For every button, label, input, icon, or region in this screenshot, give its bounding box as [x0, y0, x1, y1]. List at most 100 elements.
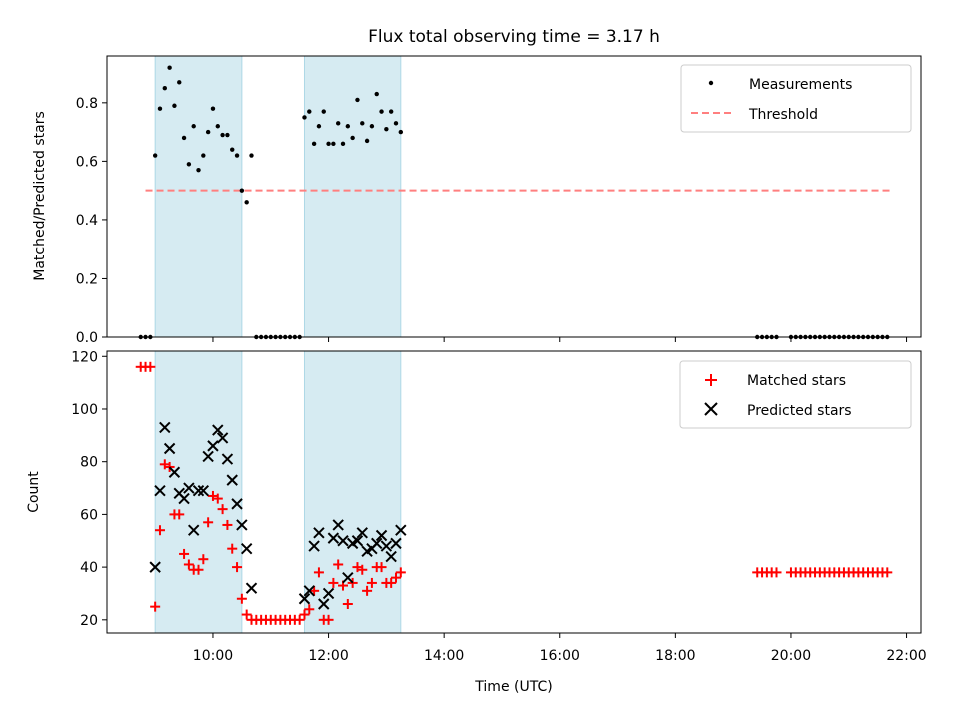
x-tick-label: 10:00 [193, 648, 233, 664]
measurement-point [152, 153, 158, 158]
bottom-panel: 20 40 60 80 100 120 10:00 12:00 14:00 16:00 18:00… [26, 349, 927, 695]
measurement-point [379, 109, 384, 114]
predicted-star-point [342, 571, 354, 584]
matched-star-point [183, 559, 194, 570]
measurement-point [172, 103, 177, 108]
x-tick-label: 20:00 [771, 648, 811, 664]
bottom-y-axis-label: Count [26, 471, 42, 513]
predicted-star-point [221, 453, 234, 465]
predicted-star-point [332, 519, 344, 531]
measurement-point [398, 129, 404, 135]
measurement-point [167, 65, 172, 70]
matched-star-point [771, 567, 782, 578]
bottom-y-tick-label: 60 [80, 507, 98, 523]
measurement-point [196, 167, 201, 173]
predicted-star-point [231, 498, 243, 510]
measurement-point [234, 153, 240, 158]
matched-star-point [294, 614, 305, 625]
predicted-star-point [240, 542, 253, 555]
measurement-point [393, 121, 399, 126]
x-axis-label: Time (UTC) [474, 679, 552, 695]
measurement-point [316, 124, 322, 129]
predicted-star-point [313, 527, 325, 539]
measurement-point [335, 121, 341, 126]
predicted-star-point [236, 519, 248, 531]
matched-star-point [342, 599, 353, 610]
matched-star-point [390, 572, 401, 583]
measurement-point [201, 153, 206, 158]
chart-title: Flux total observing time = 3.17 h [368, 27, 660, 47]
predicted-star-point [163, 442, 176, 455]
matched-star-point [366, 577, 377, 588]
measurement-point [191, 124, 196, 129]
matched-star-point [193, 564, 204, 575]
matched-star-point [323, 614, 334, 625]
matched-star-point [212, 493, 223, 504]
matched-star-point [882, 567, 893, 578]
predicted-star-point [395, 524, 407, 536]
predicted-star-point [226, 474, 238, 486]
predicted-star-point [337, 535, 349, 547]
predicted-star-point [202, 450, 214, 463]
bottom-y-tick-label: 100 [71, 402, 98, 418]
predicted-star-point [303, 585, 316, 597]
top-y-axis-label: Matched/Predicted stars [32, 111, 48, 281]
measurement-point [230, 147, 235, 152]
predicted-star-point [216, 432, 229, 444]
predicted-star-point [351, 535, 364, 547]
measurement-point [321, 109, 326, 114]
bottom-y-tick-label: 80 [80, 455, 98, 471]
measurement-point [384, 126, 389, 132]
top-y-tick-label: 0.2 [76, 271, 98, 287]
matched-star-point [386, 577, 397, 588]
legend-predicted-label: Predicted stars [747, 403, 852, 419]
legend-threshold-label: Threshold [748, 107, 818, 123]
top-y-tick-label: 0.0 [76, 330, 98, 346]
predicted-star-point [308, 540, 320, 552]
measurement-point [181, 135, 187, 141]
top-legend: Measurements Threshold [680, 64, 912, 133]
x-tick-label: 18:00 [655, 648, 695, 664]
matched-star-point [357, 564, 368, 575]
matched-star-point [150, 601, 161, 612]
measurement-point [345, 124, 351, 129]
top-plot-frame [106, 55, 922, 338]
predicted-star-point [207, 440, 219, 452]
matched-star-point [203, 517, 214, 528]
measurement-point [355, 97, 360, 103]
matched-star-point [217, 504, 228, 515]
measurement-point [302, 115, 307, 120]
measurement-point [249, 153, 254, 158]
matched-star-point [309, 585, 320, 596]
x-tick-label: 14:00 [424, 648, 464, 664]
matched-star-point [376, 562, 387, 573]
predicted-star-point [159, 421, 171, 434]
measurement-point [326, 141, 331, 147]
matched-star-point [145, 361, 156, 372]
measurement-point [220, 132, 225, 138]
predicted-star-point [197, 484, 210, 497]
predicted-star-point [375, 529, 388, 542]
legend-measurements-marker [708, 80, 714, 86]
predicted-star-point [212, 424, 224, 436]
predicted-star-point [183, 482, 195, 494]
top-y-tick-label: 0.4 [76, 213, 98, 229]
matched-star-point [395, 567, 406, 578]
predicted-star-point [385, 550, 397, 563]
matched-star-point [179, 548, 190, 559]
matched-star-point [362, 585, 373, 596]
measurement-point [374, 91, 379, 97]
predicted-star-point [380, 540, 393, 552]
predicted-star-point [390, 537, 402, 550]
measurement-point [350, 135, 355, 141]
measurement-point [369, 124, 375, 129]
measurement-point [225, 132, 230, 138]
measurement-point [205, 129, 211, 135]
predicted-star-point [245, 582, 258, 594]
legend-matched-marker [705, 374, 717, 386]
measurement-point [177, 80, 182, 85]
predicted-star-point [178, 492, 190, 505]
bottom-y-tick-label: 120 [71, 349, 98, 365]
top-panel: 0.00.20.40.60.8 Matched/Predicted stars … [32, 55, 922, 346]
